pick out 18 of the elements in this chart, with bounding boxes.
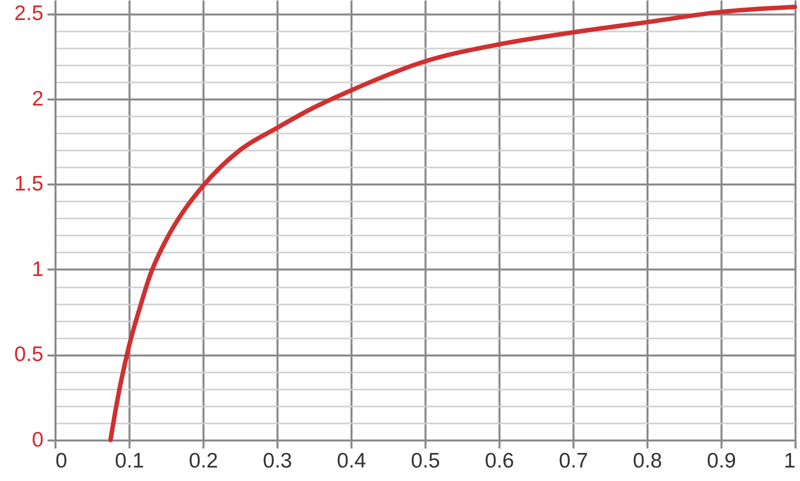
line-series	[108, 4, 798, 442]
x-tick-label: 0.4	[336, 450, 366, 472]
y-tick-label: 1	[32, 258, 44, 281]
x-tick-label: 1	[784, 450, 796, 472]
x-tick-label: 0.1	[114, 450, 144, 472]
x-tick-label: 0.6	[484, 450, 514, 472]
x-tick-label: 0.8	[632, 450, 662, 472]
y-tick-label: 2	[32, 87, 44, 110]
y-tick-label: 0	[32, 428, 44, 452]
x-tick-label: 0.2	[188, 450, 218, 472]
y-tick-label: 1.5	[14, 172, 44, 196]
x-tick-label: 0.9	[706, 450, 736, 472]
x-tick-label: 0.7	[558, 450, 588, 472]
y-tick-label: 0.5	[14, 343, 44, 366]
y-tick-label: 2.5	[14, 2, 44, 26]
x-tick-label: 0	[56, 450, 68, 472]
x-tick-label: 0.3	[262, 450, 292, 472]
x-tick-label: 0.5	[410, 450, 440, 472]
